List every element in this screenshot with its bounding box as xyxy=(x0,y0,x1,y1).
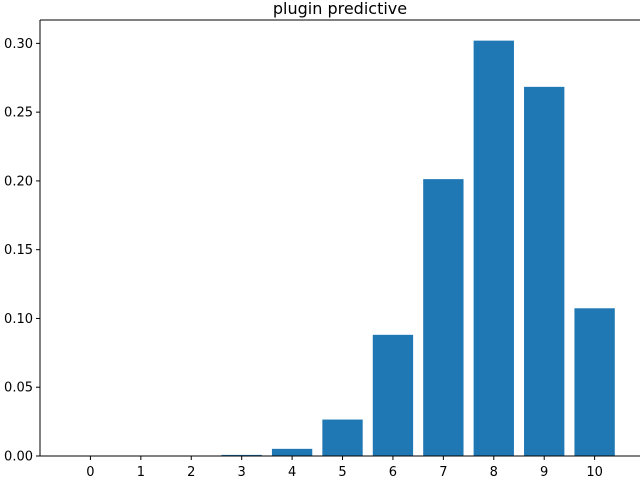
x-tick-label: 10 xyxy=(586,465,603,480)
x-tick-label: 0 xyxy=(86,465,94,480)
x-tick-label: 2 xyxy=(187,465,195,480)
bar-4 xyxy=(271,448,313,456)
x-tick-label: 6 xyxy=(389,465,397,480)
y-tick-label: 0.30 xyxy=(4,37,33,52)
bars-group xyxy=(171,40,615,456)
bar-5 xyxy=(322,419,363,456)
y-tick-label: 0.25 xyxy=(4,106,33,121)
x-tick-label: 5 xyxy=(338,465,346,480)
axes-group: 0 1 2 3 4 5 6 7 8 9 10 0.00 0.05 0.10 0.15 0.20 0.25 0.30 xyxy=(4,19,640,480)
x-tick-label: 3 xyxy=(238,465,246,480)
y-tick-label: 0.15 xyxy=(4,243,33,258)
chart-title: plugin predictive xyxy=(273,0,407,18)
x-tick-label: 7 xyxy=(439,465,447,480)
y-tick-label: 0.20 xyxy=(4,174,33,189)
x-tick-label: 4 xyxy=(288,465,296,480)
y-tick-label: 0.10 xyxy=(4,312,33,327)
bar-7 xyxy=(423,179,464,456)
bar-9 xyxy=(524,86,565,456)
bar-3 xyxy=(221,454,262,456)
bar-8 xyxy=(473,40,514,456)
x-tick-label: 8 xyxy=(490,465,498,480)
y-tick-label: 0.05 xyxy=(4,381,33,396)
bar-10 xyxy=(574,308,615,456)
bar-6 xyxy=(372,334,414,456)
x-tick-label: 1 xyxy=(137,465,145,480)
x-tick-label: 9 xyxy=(540,465,548,480)
y-tick-label: 0.00 xyxy=(4,450,33,465)
